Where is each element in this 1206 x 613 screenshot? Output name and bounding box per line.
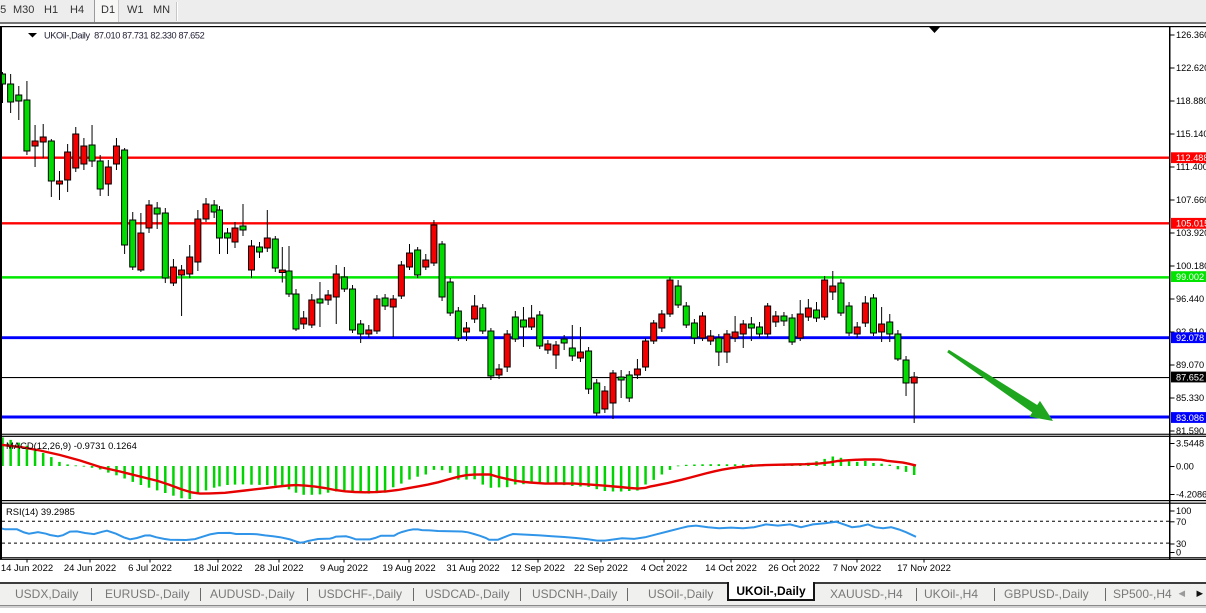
svg-text:87.652: 87.652 [1176, 372, 1204, 382]
svg-text:118.880: 118.880 [1176, 96, 1206, 106]
svg-text:105.015: 105.015 [1176, 219, 1206, 229]
svg-text:14 Jun 2022: 14 Jun 2022 [1, 563, 53, 574]
svg-text:7 Nov 2022: 7 Nov 2022 [833, 563, 882, 574]
svg-text:92.810: 92.810 [1176, 327, 1204, 337]
svg-text:0.00: 0.00 [1176, 462, 1194, 472]
svg-text:122.620: 122.620 [1176, 63, 1206, 73]
svg-text:26 Oct 2022: 26 Oct 2022 [768, 563, 820, 574]
svg-text:85.330: 85.330 [1176, 393, 1204, 403]
svg-text:81.590: 81.590 [1176, 426, 1204, 436]
svg-text:111.400: 111.400 [1176, 162, 1206, 172]
svg-text:-4.2086: -4.2086 [1176, 490, 1206, 500]
svg-text:19 Aug 2022: 19 Aug 2022 [382, 563, 435, 574]
svg-text:6 Jul 2022: 6 Jul 2022 [128, 563, 172, 574]
svg-text:4 Oct 2022: 4 Oct 2022 [641, 563, 687, 574]
svg-text:18 Jul 2022: 18 Jul 2022 [193, 563, 242, 574]
svg-text:UKOil-,Daily 87.010 87.731 82: UKOil-,Daily 87.010 87.731 82.330 87.652 [44, 31, 205, 41]
svg-text:107.660: 107.660 [1176, 195, 1206, 205]
svg-text:22 Sep 2022: 22 Sep 2022 [574, 563, 628, 574]
svg-text:MACD(12,26,9) -0.9731 0.1264: MACD(12,26,9) -0.9731 0.1264 [6, 440, 137, 451]
svg-text:100.180: 100.180 [1176, 261, 1206, 271]
svg-text:24 Jun 2022: 24 Jun 2022 [64, 563, 116, 574]
svg-text:103.920: 103.920 [1176, 228, 1206, 238]
svg-text:14 Oct 2022: 14 Oct 2022 [705, 563, 757, 574]
svg-text:112.488: 112.488 [1176, 153, 1206, 163]
svg-text:96.440: 96.440 [1176, 294, 1204, 304]
svg-text:28 Jul 2022: 28 Jul 2022 [254, 563, 303, 574]
svg-text:99.002: 99.002 [1176, 272, 1204, 282]
svg-text:17 Nov 2022: 17 Nov 2022 [897, 563, 951, 574]
svg-text:83.086: 83.086 [1176, 413, 1204, 423]
svg-text:31 Aug 2022: 31 Aug 2022 [446, 563, 499, 574]
svg-text:100: 100 [1176, 506, 1191, 516]
svg-text:92.078: 92.078 [1176, 333, 1204, 343]
svg-text:3.5448: 3.5448 [1176, 439, 1204, 449]
svg-text:9 Aug 2022: 9 Aug 2022 [320, 563, 368, 574]
svg-text:0: 0 [1176, 548, 1181, 558]
svg-text:89.070: 89.070 [1176, 360, 1204, 370]
svg-text:115.140: 115.140 [1176, 129, 1206, 139]
svg-text:30: 30 [1176, 539, 1186, 549]
svg-text:12 Sep 2022: 12 Sep 2022 [511, 563, 565, 574]
svg-text:126.360: 126.360 [1176, 30, 1206, 40]
svg-text:RSI(14) 39.2985: RSI(14) 39.2985 [6, 506, 75, 517]
svg-text:70: 70 [1176, 517, 1186, 527]
